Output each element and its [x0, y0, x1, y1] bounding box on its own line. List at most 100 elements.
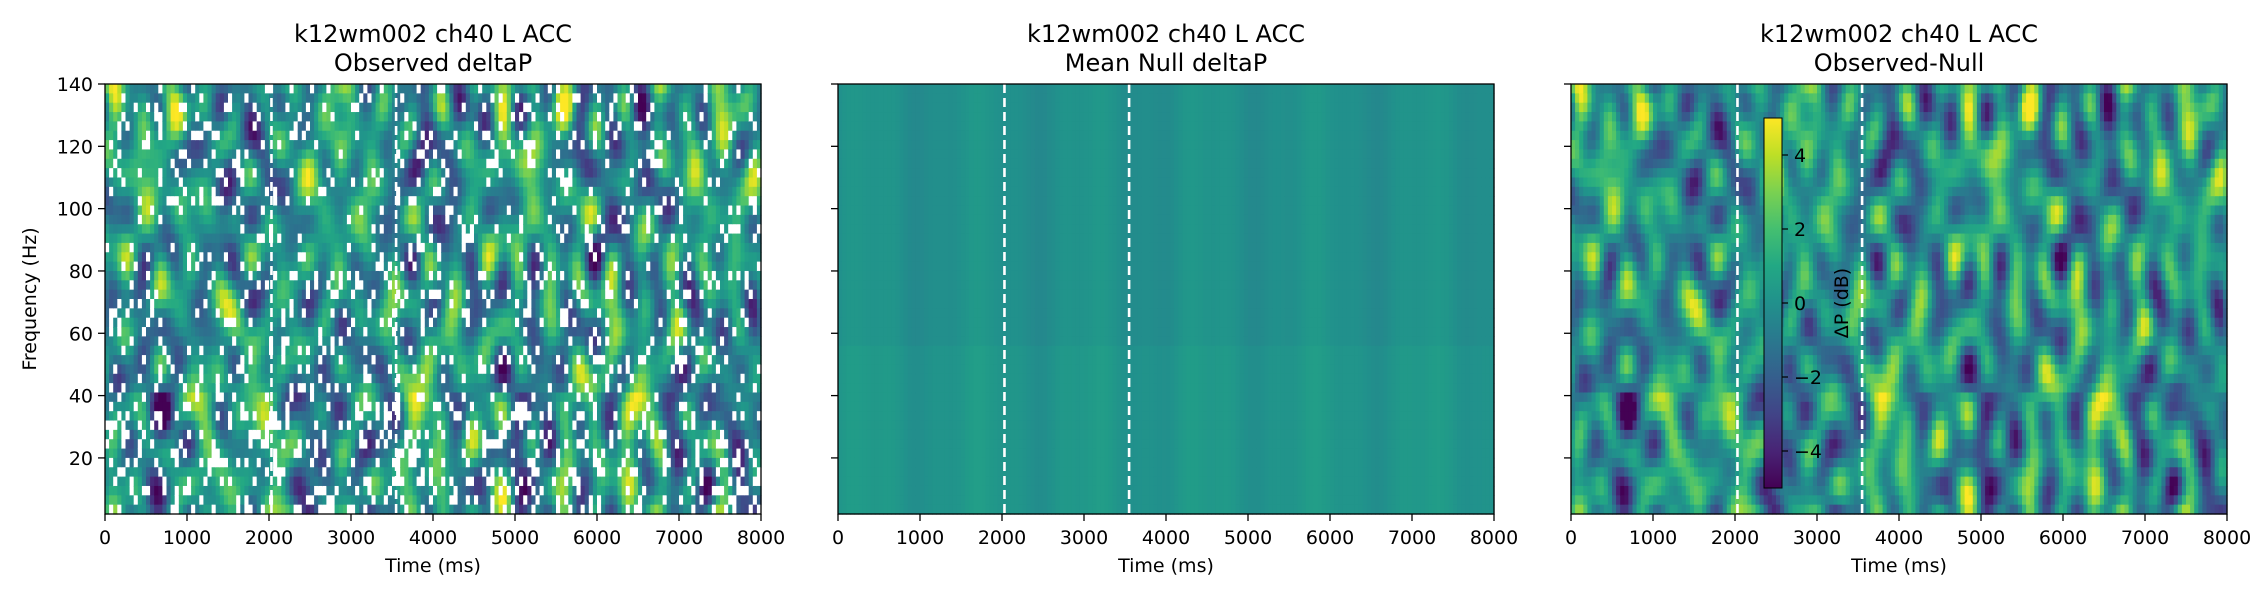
heatmap-cell [441, 233, 446, 244]
heatmap-cell [326, 242, 332, 253]
heatmap-cell [404, 401, 409, 412]
heatmap-cell [125, 383, 131, 394]
heatmap-cell [523, 495, 528, 506]
heatmap-cell [191, 495, 196, 506]
heatmap-cell [199, 448, 204, 459]
heatmap-cell [342, 289, 348, 300]
heatmap-cell [445, 158, 450, 169]
heatmap-cell [359, 401, 364, 412]
heatmap-cell [137, 242, 143, 253]
heatmap-cell [203, 504, 209, 515]
heatmap-cell [244, 364, 250, 375]
heatmap-cell [379, 168, 385, 179]
heatmap-cell [252, 93, 258, 104]
heatmap-cell [437, 429, 442, 440]
heatmap-cell [223, 205, 229, 216]
heatmap-cell [244, 121, 250, 132]
heatmap-cell [301, 355, 307, 366]
heatmap-cell [433, 317, 438, 328]
heatmap-cell [219, 158, 225, 169]
heatmap-cell [228, 205, 233, 216]
heatmap-cell [146, 177, 151, 188]
heatmap-cell [392, 345, 397, 356]
heatmap-cell [260, 495, 266, 506]
heatmap-cell [182, 448, 188, 459]
heatmap-cell [314, 289, 319, 300]
heatmap-cell [478, 158, 483, 169]
heatmap-cell [105, 186, 110, 197]
heatmap-cell [498, 429, 504, 440]
heatmap-cell [346, 448, 352, 459]
heatmap-cell [215, 299, 221, 309]
heatmap-cell [543, 242, 549, 253]
heatmap-cell [334, 224, 340, 235]
heatmap-cell [187, 345, 192, 356]
heatmap-cell [326, 224, 332, 235]
heatmap-cell [379, 140, 385, 151]
heatmap-cell [359, 140, 364, 151]
heatmap-cell [322, 140, 327, 151]
heatmap-cell [510, 364, 516, 375]
heatmap-cell [285, 439, 291, 450]
heatmap-cell [289, 168, 295, 179]
heatmap-cell [207, 364, 213, 375]
heatmap-cell [109, 485, 114, 496]
heatmap-cell [428, 177, 434, 188]
heatmap-cell [387, 112, 393, 122]
heatmap-cell [441, 364, 446, 375]
heatmap-cell [228, 420, 233, 431]
heatmap-cell [252, 476, 258, 487]
heatmap-cell [162, 383, 168, 394]
heatmap-cell [236, 196, 241, 207]
heatmap-cell [174, 149, 180, 160]
heatmap-cell [404, 467, 409, 478]
heatmap-cell [428, 289, 434, 300]
heatmap-cell [482, 233, 487, 244]
heatmap-cell [539, 373, 545, 384]
heatmap-cell [219, 373, 225, 384]
heatmap-cell [396, 299, 401, 309]
heatmap-cell [474, 149, 479, 160]
heatmap-cell [260, 308, 266, 319]
heatmap-cell [137, 205, 143, 216]
heatmap-cell [121, 392, 127, 403]
heatmap-cell [334, 214, 340, 225]
heatmap-cell [281, 280, 286, 291]
heatmap-cell [453, 485, 459, 496]
heatmap-cell [236, 495, 241, 506]
heatmap-cell [486, 411, 491, 422]
heatmap-cell [449, 485, 455, 496]
heatmap-cell [355, 495, 360, 506]
heatmap-cell [506, 252, 512, 263]
heatmap-cell [424, 130, 430, 141]
heatmap-cell [482, 420, 487, 431]
heatmap-cell [219, 355, 225, 366]
heatmap-cell [469, 336, 475, 347]
heatmap-cell [400, 429, 405, 440]
heatmap-cell [506, 476, 512, 487]
heatmap-cell [215, 158, 221, 169]
heatmap-cell [478, 270, 483, 281]
heatmap-cell [486, 289, 491, 300]
heatmap-cell [428, 411, 434, 422]
heatmap-cell [170, 476, 176, 487]
heatmap-cell [469, 289, 475, 300]
heatmap-cell [498, 504, 504, 515]
heatmap-cell [260, 299, 266, 309]
heatmap-cell [232, 168, 237, 179]
heatmap-cell [285, 457, 291, 468]
heatmap-cell [445, 448, 450, 459]
heatmap-cell [150, 373, 155, 384]
heatmap-cell [314, 476, 319, 487]
heatmap-cell [416, 429, 422, 440]
heatmap-cell [166, 411, 172, 422]
heatmap-cell [310, 485, 315, 496]
heatmap-cell [301, 373, 307, 384]
heatmap-cell [531, 439, 537, 450]
heatmap-cell [297, 495, 303, 506]
heatmap-cell [523, 383, 528, 394]
heatmap-cell [383, 401, 389, 412]
heatmap-cell [523, 93, 528, 104]
heatmap-cell [428, 224, 434, 235]
heatmap-cell [146, 261, 151, 272]
